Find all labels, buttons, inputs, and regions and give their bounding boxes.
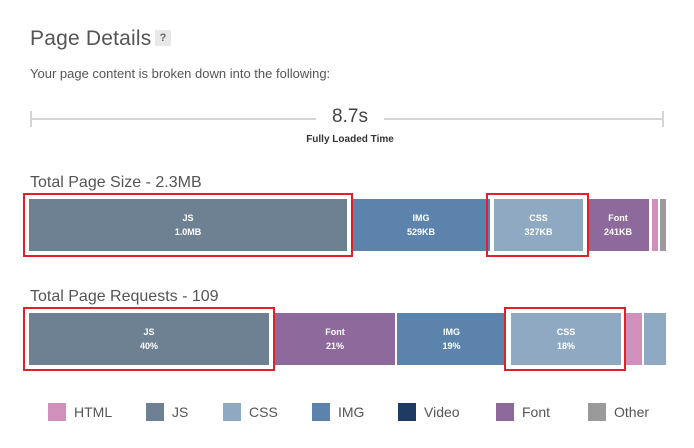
segment-value: 19% — [442, 341, 461, 351]
segment-value: 1.0MB — [174, 227, 202, 237]
page-size-segment-font[interactable]: Font 241KB — [587, 199, 649, 251]
highlight-box-requests-js — [23, 307, 275, 371]
segment-value: 529KB — [406, 227, 435, 237]
page-size-segment-other[interactable] — [660, 199, 666, 251]
legend-item-img: IMG — [312, 400, 364, 424]
page-requests-segment-img[interactable]: IMG 19% — [397, 313, 506, 365]
segment-name: IMG — [412, 213, 430, 223]
page-requests-segment-other[interactable] — [644, 313, 666, 365]
segment-value: 40% — [139, 341, 158, 351]
legend-item-css: CSS — [223, 400, 278, 424]
legend-label: JS — [172, 404, 189, 420]
help-icon[interactable]: ? — [155, 30, 171, 46]
highlight-box-size-js — [23, 193, 353, 257]
page-requests-segment-css[interactable]: CSS 18% — [511, 313, 621, 365]
legend-swatch — [312, 403, 330, 421]
legend-label: HTML — [74, 404, 113, 420]
page-size-bar: JS 1.0MB IMG 529KB CSS 327KB Font 241KB — [29, 199, 669, 251]
segment-value: 241KB — [603, 227, 632, 237]
page-title: Page Details — [30, 27, 152, 50]
legend-label: Font — [522, 404, 551, 420]
legend-label: Other — [614, 404, 650, 420]
page-requests-title: Total Page Requests - 109 — [30, 288, 219, 305]
page-subtitle: Your page content is broken down into th… — [30, 66, 331, 81]
legend-swatch — [48, 403, 66, 421]
page-size-segment-html[interactable] — [652, 199, 658, 251]
legend-item-video: Video — [398, 400, 460, 424]
legend-swatch — [146, 403, 164, 421]
fully-loaded-time-value: 8.7s — [332, 106, 368, 127]
legend-item-font: Font — [496, 400, 550, 424]
segment-value: 18% — [556, 341, 575, 351]
page-requests-segment-html[interactable] — [625, 313, 642, 365]
legend-swatch — [223, 403, 241, 421]
segment-value: 327KB — [524, 227, 553, 237]
legend-swatch — [398, 403, 416, 421]
legend: HTML JS CSS IMG Video Font Other — [48, 400, 668, 424]
highlight-box-size-css — [486, 193, 589, 257]
legend-swatch — [496, 403, 514, 421]
fully-loaded-time-label: Fully Loaded Time — [306, 134, 394, 145]
timeline-line-left — [30, 118, 316, 120]
page-size-segment-css[interactable]: CSS 327KB — [494, 199, 583, 251]
segment-name: Font — [608, 213, 628, 223]
legend-label: CSS — [249, 404, 278, 420]
legend-item-js: JS — [146, 400, 188, 424]
page-size-segment-js[interactable]: JS 1.0MB — [29, 199, 347, 251]
page-size-segment-img[interactable]: IMG 529KB — [352, 199, 490, 251]
segment-name: CSS — [529, 213, 548, 223]
page-size-title: Total Page Size - 2.3MB — [30, 174, 202, 191]
legend-label: IMG — [338, 404, 365, 420]
segment-name: Font — [325, 327, 345, 337]
segment-name: IMG — [443, 327, 460, 337]
highlight-box-requests-css — [504, 307, 626, 371]
legend-item-other: Other — [588, 400, 649, 424]
legend-swatch — [588, 403, 606, 421]
segment-name: CSS — [556, 327, 576, 337]
segment-name: JS — [182, 213, 194, 223]
page-requests-bar: JS 40% Font 21% IMG 19% CSS 18% — [29, 313, 669, 365]
segment-name: JS — [143, 327, 155, 337]
timeline-line-right — [384, 118, 664, 120]
legend-item-html: HTML — [48, 400, 112, 424]
timeline-end-tick — [662, 111, 664, 127]
segment-value: 21% — [325, 341, 344, 351]
legend-label: Video — [424, 404, 460, 420]
page-requests-segment-font[interactable]: Font 21% — [275, 313, 395, 365]
page-requests-segment-js[interactable]: JS 40% — [29, 313, 269, 365]
